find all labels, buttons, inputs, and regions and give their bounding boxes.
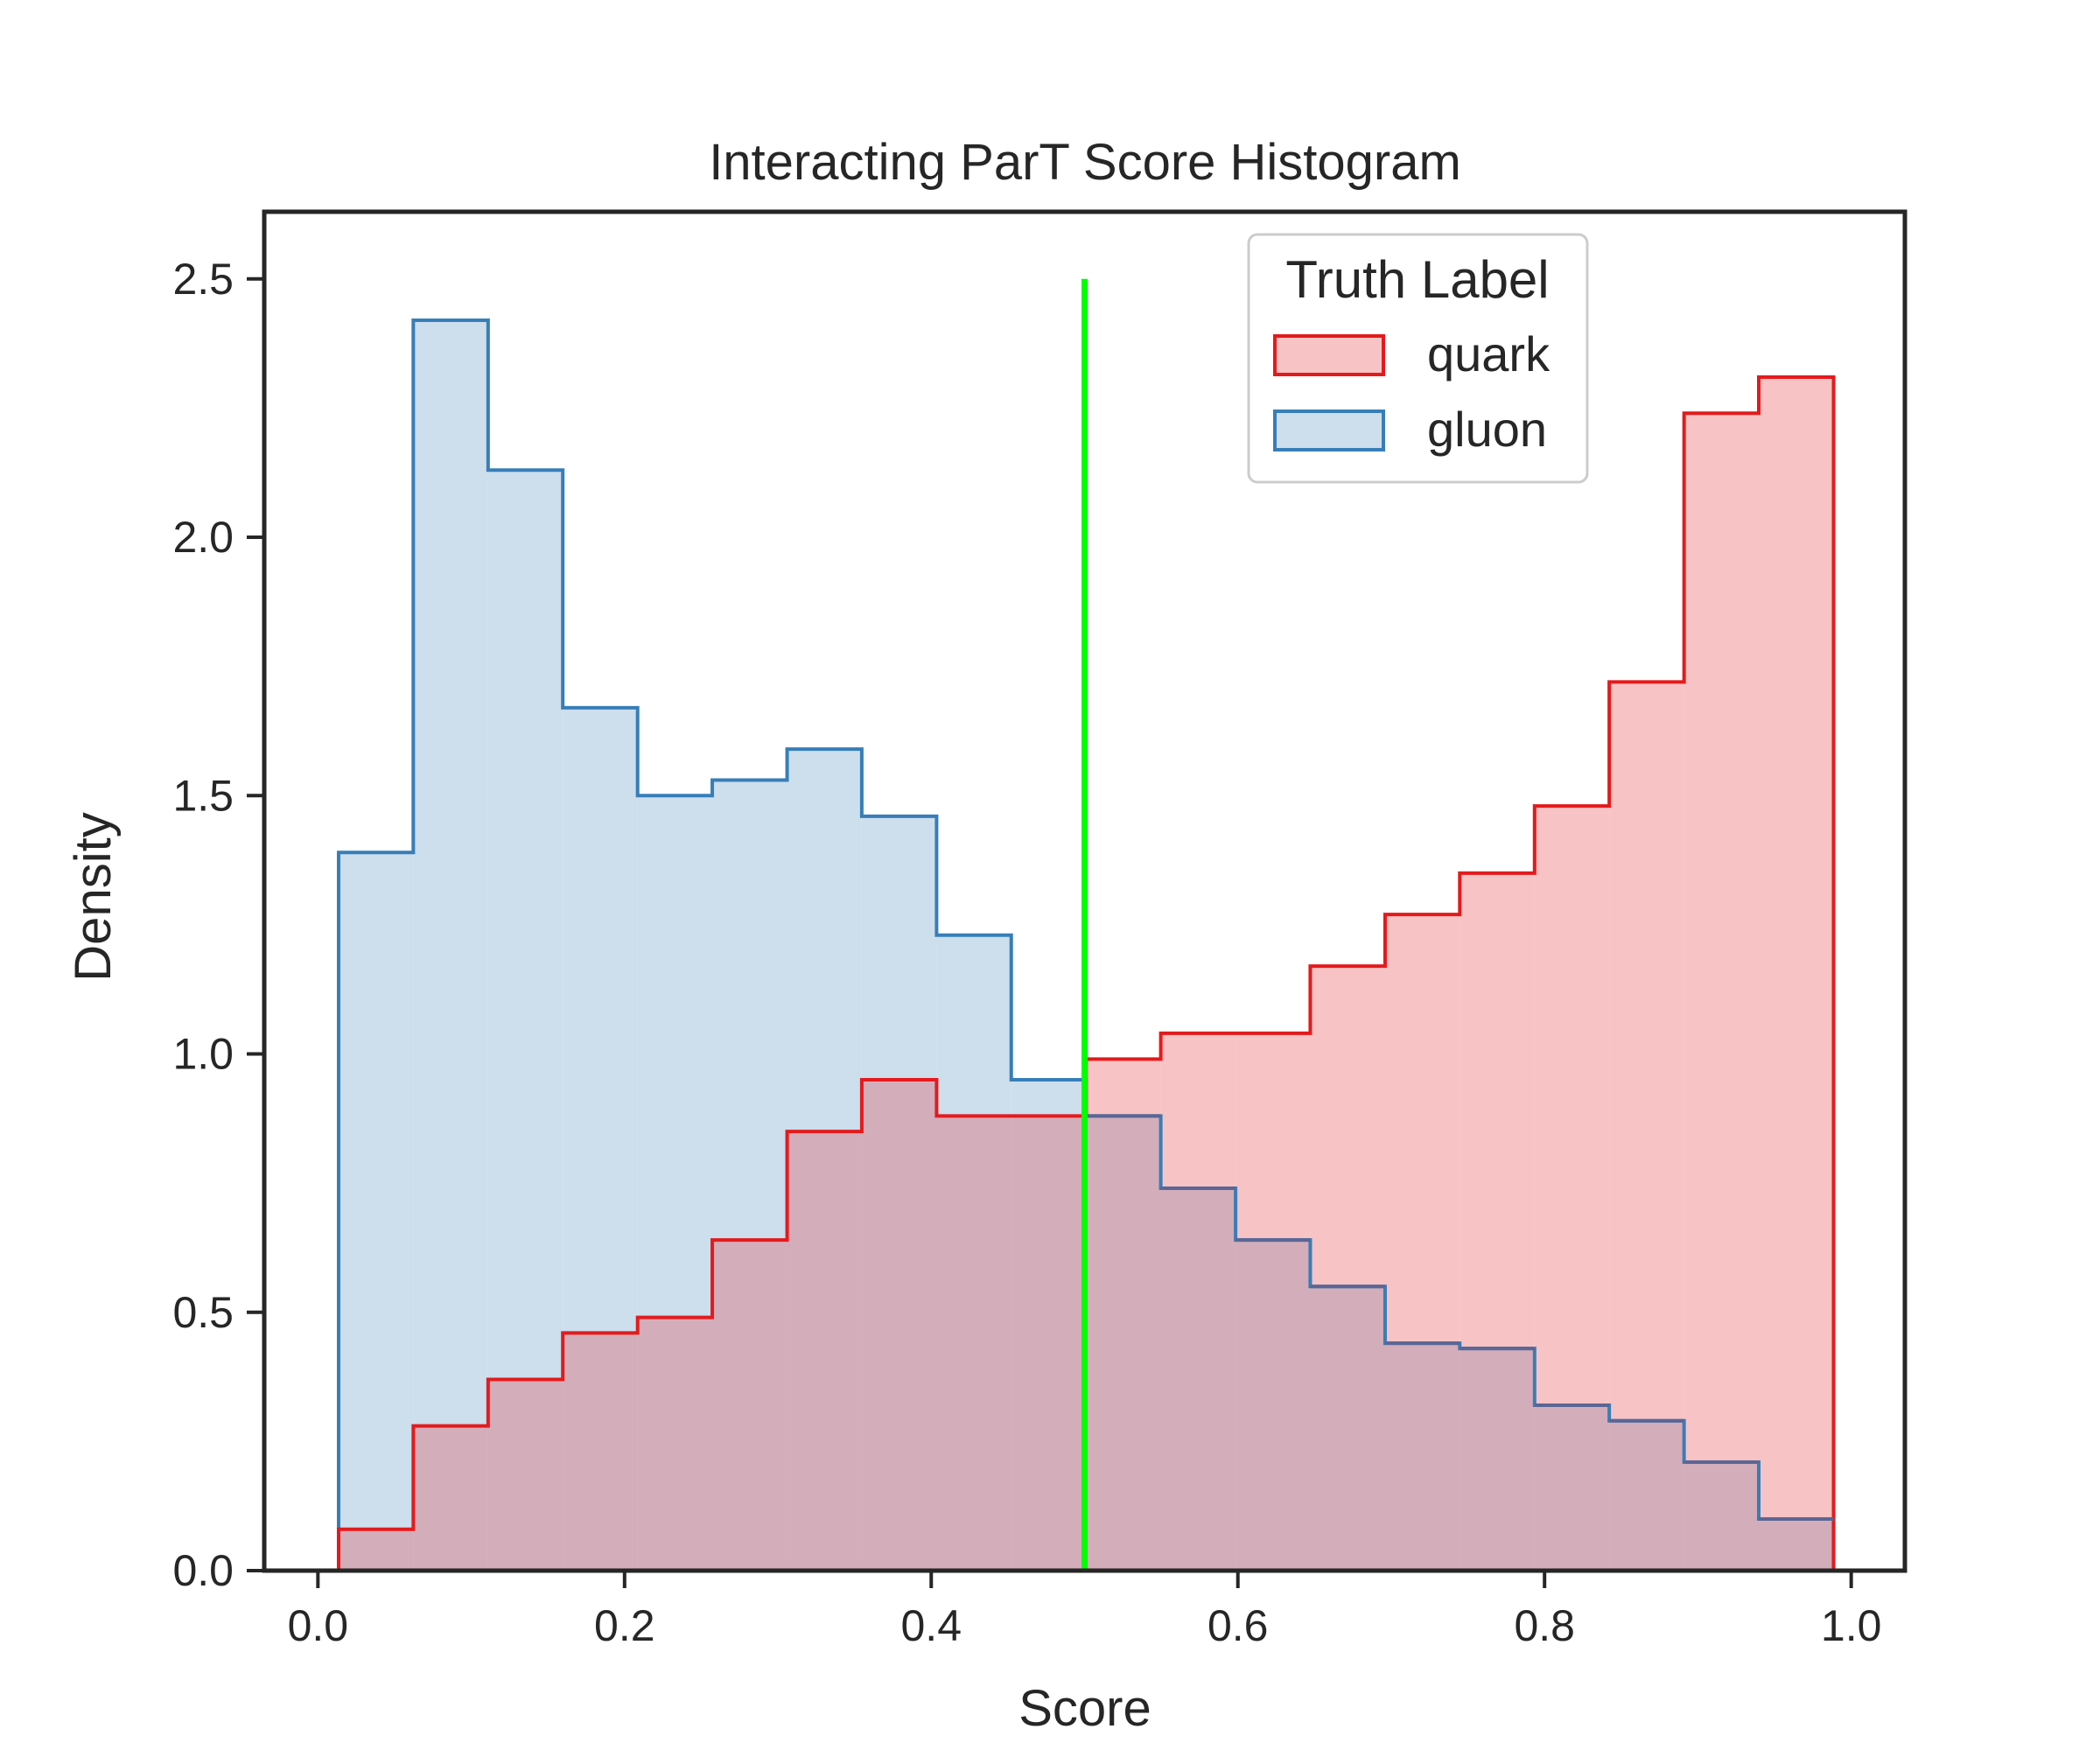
overlap-bin-19: [1759, 1518, 1834, 1571]
x-tick-label: 0.2: [594, 1601, 655, 1650]
histogram-layer: [336, 318, 1836, 1572]
y-tick-label: 2.0: [172, 513, 234, 562]
y-axis: 0.0 0.5 1.0 1.5 2.0 2.5: [172, 255, 264, 1595]
overlap-bin-2: [487, 1379, 564, 1571]
overlap-bin-9: [1011, 1116, 1087, 1571]
x-axis: 0.0 0.2 0.4 0.6 0.8 1.0: [288, 1571, 1882, 1650]
x-tick-label: 1.0: [1821, 1601, 1882, 1650]
overlap-bin-17: [1609, 1420, 1684, 1571]
overlap-bin-18: [1684, 1461, 1760, 1571]
overlap-bin-10: [1086, 1116, 1161, 1571]
legend-label-quark: quark: [1427, 326, 1550, 382]
y-tick-label: 2.5: [172, 255, 234, 304]
legend-label-gluon: gluon: [1427, 402, 1547, 457]
gluon-bin-0: [338, 852, 414, 1571]
y-tick-label: 0.5: [172, 1288, 234, 1337]
overlap-bin-5: [712, 1240, 788, 1571]
x-tick-label: 0.4: [901, 1601, 962, 1650]
quark-bin-18: [1684, 413, 1760, 1572]
overlap-bin-16: [1534, 1405, 1610, 1571]
overlap-region: [338, 1080, 1834, 1571]
overlap-bin-14: [1384, 1343, 1460, 1571]
overlap-outline: [1086, 1114, 1834, 1521]
overlap-bin-12: [1236, 1240, 1311, 1571]
y-tick-label: 1.5: [172, 771, 234, 820]
overlap-bin-11: [1160, 1188, 1236, 1571]
legend-title: Truth Label: [1285, 250, 1549, 309]
overlap-bin-8: [936, 1116, 1012, 1571]
y-tick-label: 0.0: [172, 1546, 234, 1595]
overlap-bin-1: [413, 1425, 488, 1571]
x-tick-label: 0.8: [1514, 1601, 1575, 1650]
quark-bin-19: [1759, 376, 1834, 1572]
y-tick-label: 1.0: [172, 1030, 234, 1079]
legend: Truth Label quark gluon: [1247, 233, 1589, 484]
plot-frame: [262, 209, 1908, 1573]
y-axis-label: Density: [65, 812, 122, 981]
overlap-bin-6: [787, 1131, 862, 1571]
x-tick-label: 0.6: [1208, 1601, 1269, 1650]
overlap-bin-15: [1460, 1348, 1535, 1571]
x-axis-label: Score: [1018, 1680, 1152, 1737]
overlap-bin-0: [338, 1529, 414, 1571]
overlap-bin-3: [563, 1333, 638, 1571]
overlap-bin-7: [861, 1080, 937, 1571]
legend-swatch-gluon: [1273, 410, 1385, 452]
x-tick-label: 0.0: [288, 1601, 349, 1650]
legend-swatch-quark: [1273, 334, 1385, 376]
overlap-bin-13: [1310, 1286, 1385, 1571]
overlap-bin-4: [637, 1317, 713, 1571]
chart-title: Interacting ParT Score Histogram: [709, 134, 1461, 191]
gluon-bin-1: [413, 320, 488, 1572]
